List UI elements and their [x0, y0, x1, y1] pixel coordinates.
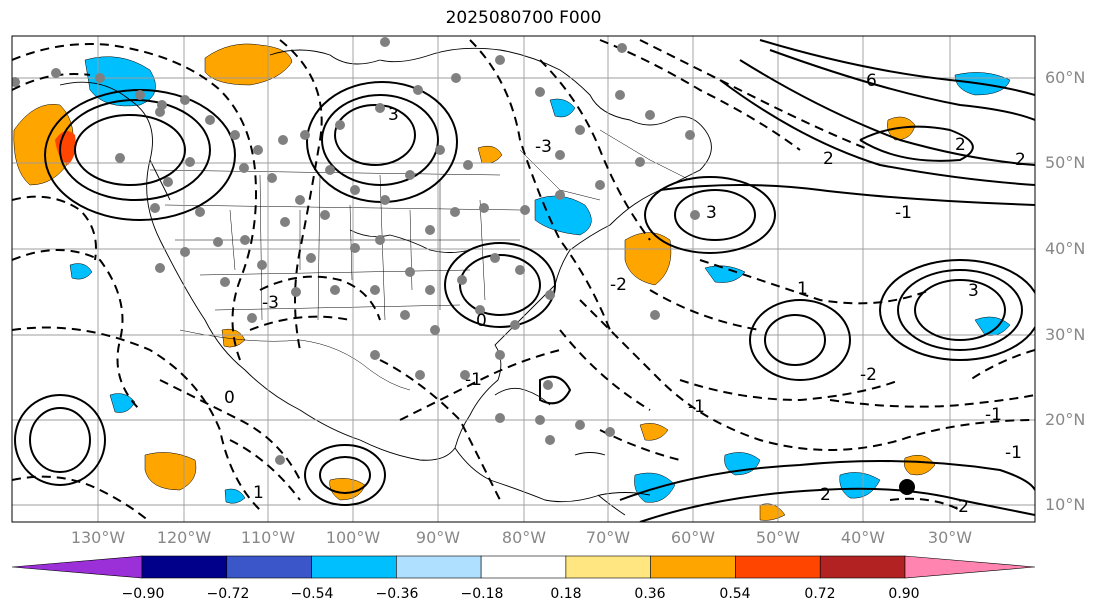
lon-label: 110°W	[240, 528, 296, 547]
map-title: 2025080700 F000	[445, 8, 602, 28]
colorbar-box	[735, 555, 821, 579]
contour-label: 3	[968, 281, 979, 301]
contour-label: 3	[388, 105, 399, 125]
colorbar-box	[565, 555, 651, 579]
cyan-patch	[224, 488, 246, 504]
contour-label: 6	[866, 71, 877, 91]
lon-label: 130°W	[70, 528, 126, 547]
colorbar-tick-label: −0.36	[375, 586, 419, 602]
lat-label: 40°N	[1045, 239, 1086, 258]
colorbar-box	[480, 555, 567, 579]
contour-label: -3	[535, 137, 552, 157]
lat-label: 30°N	[1045, 325, 1086, 344]
colorbar-tick-label: 0.36	[634, 586, 666, 602]
colorbar-tick-label: 0.90	[888, 586, 920, 602]
contour-label: 0	[224, 388, 235, 408]
contour-label: -2	[610, 275, 627, 295]
contour-label: 1	[797, 279, 808, 299]
cyan-patch	[549, 98, 576, 118]
lon-label: 70°W	[585, 528, 631, 547]
station-dots	[12, 37, 700, 465]
contour-label: 2	[1015, 150, 1026, 170]
lon-label: 60°W	[670, 528, 716, 547]
lon-label: 40°W	[840, 528, 886, 547]
contour-label: 1	[253, 483, 264, 503]
colorbar-box	[819, 555, 906, 579]
contour-label: -1	[985, 405, 1002, 425]
colorbar	[11, 555, 1036, 579]
colorbar-box	[396, 555, 482, 579]
colorbar-tick-label: −0.90	[121, 586, 165, 602]
lon-label: 50°W	[755, 528, 801, 547]
lat-label: 20°N	[1045, 410, 1086, 429]
colorbar-box	[311, 555, 397, 579]
positive-contours	[14, 39, 1035, 522]
contour-label: 3	[706, 203, 717, 223]
lon-label: 120°W	[156, 528, 212, 547]
contour-label: 2	[955, 135, 966, 155]
contour-label: 0	[476, 311, 487, 331]
contour-label: -2	[860, 365, 877, 385]
contour-label: -2	[952, 497, 969, 517]
contour-labels: 6 3 3 2 2 1 0 -1 -1 -2 -3 -3 3 -2 2 1 0 …	[224, 71, 1026, 517]
colorbar-tick-label: 0.72	[804, 586, 836, 602]
highlight-point	[899, 479, 915, 495]
negative-contours	[12, 39, 1035, 522]
orange-patch	[639, 423, 669, 441]
contour-label: 2	[820, 485, 831, 505]
lon-label: 80°W	[501, 528, 547, 547]
contour-label: -1	[895, 203, 912, 223]
orange-patch	[624, 232, 672, 286]
contour-label: 2	[823, 149, 834, 169]
orange-patch	[759, 503, 786, 521]
lat-label: 50°N	[1045, 153, 1086, 172]
lat-lon-grid	[12, 36, 1035, 522]
cyan-patch	[109, 393, 136, 413]
lat-label: 60°N	[1045, 68, 1086, 87]
lat-label: 10°N	[1045, 495, 1086, 514]
colorbar-tick-label: 0.54	[719, 586, 751, 602]
contour-label: -1	[1005, 443, 1022, 463]
orange-patch	[204, 43, 293, 86]
colorbar-tick-label: −0.54	[290, 586, 334, 602]
colorbar-extend-high	[904, 555, 1036, 579]
colorbar-tick-label: 0.18	[550, 586, 582, 602]
colorbar-tick-label: −0.18	[460, 586, 504, 602]
lon-label: 30°W	[927, 528, 973, 547]
contour-label: -1	[688, 397, 705, 417]
cyan-patch	[69, 263, 93, 280]
colorbar-tick-label: −0.72	[206, 586, 250, 602]
lon-label: 90°W	[415, 528, 461, 547]
orange-patch	[903, 454, 936, 476]
colorbar-extend-low	[11, 555, 143, 579]
lon-label: 100°W	[325, 528, 381, 547]
colorbar-box	[650, 555, 736, 579]
contour-label: -3	[262, 293, 279, 313]
map-frame	[11, 35, 1036, 523]
colorbar-box	[226, 555, 312, 579]
orange-patch	[144, 452, 197, 491]
colorbar-box	[141, 555, 228, 579]
contour-label: -1	[465, 370, 482, 390]
